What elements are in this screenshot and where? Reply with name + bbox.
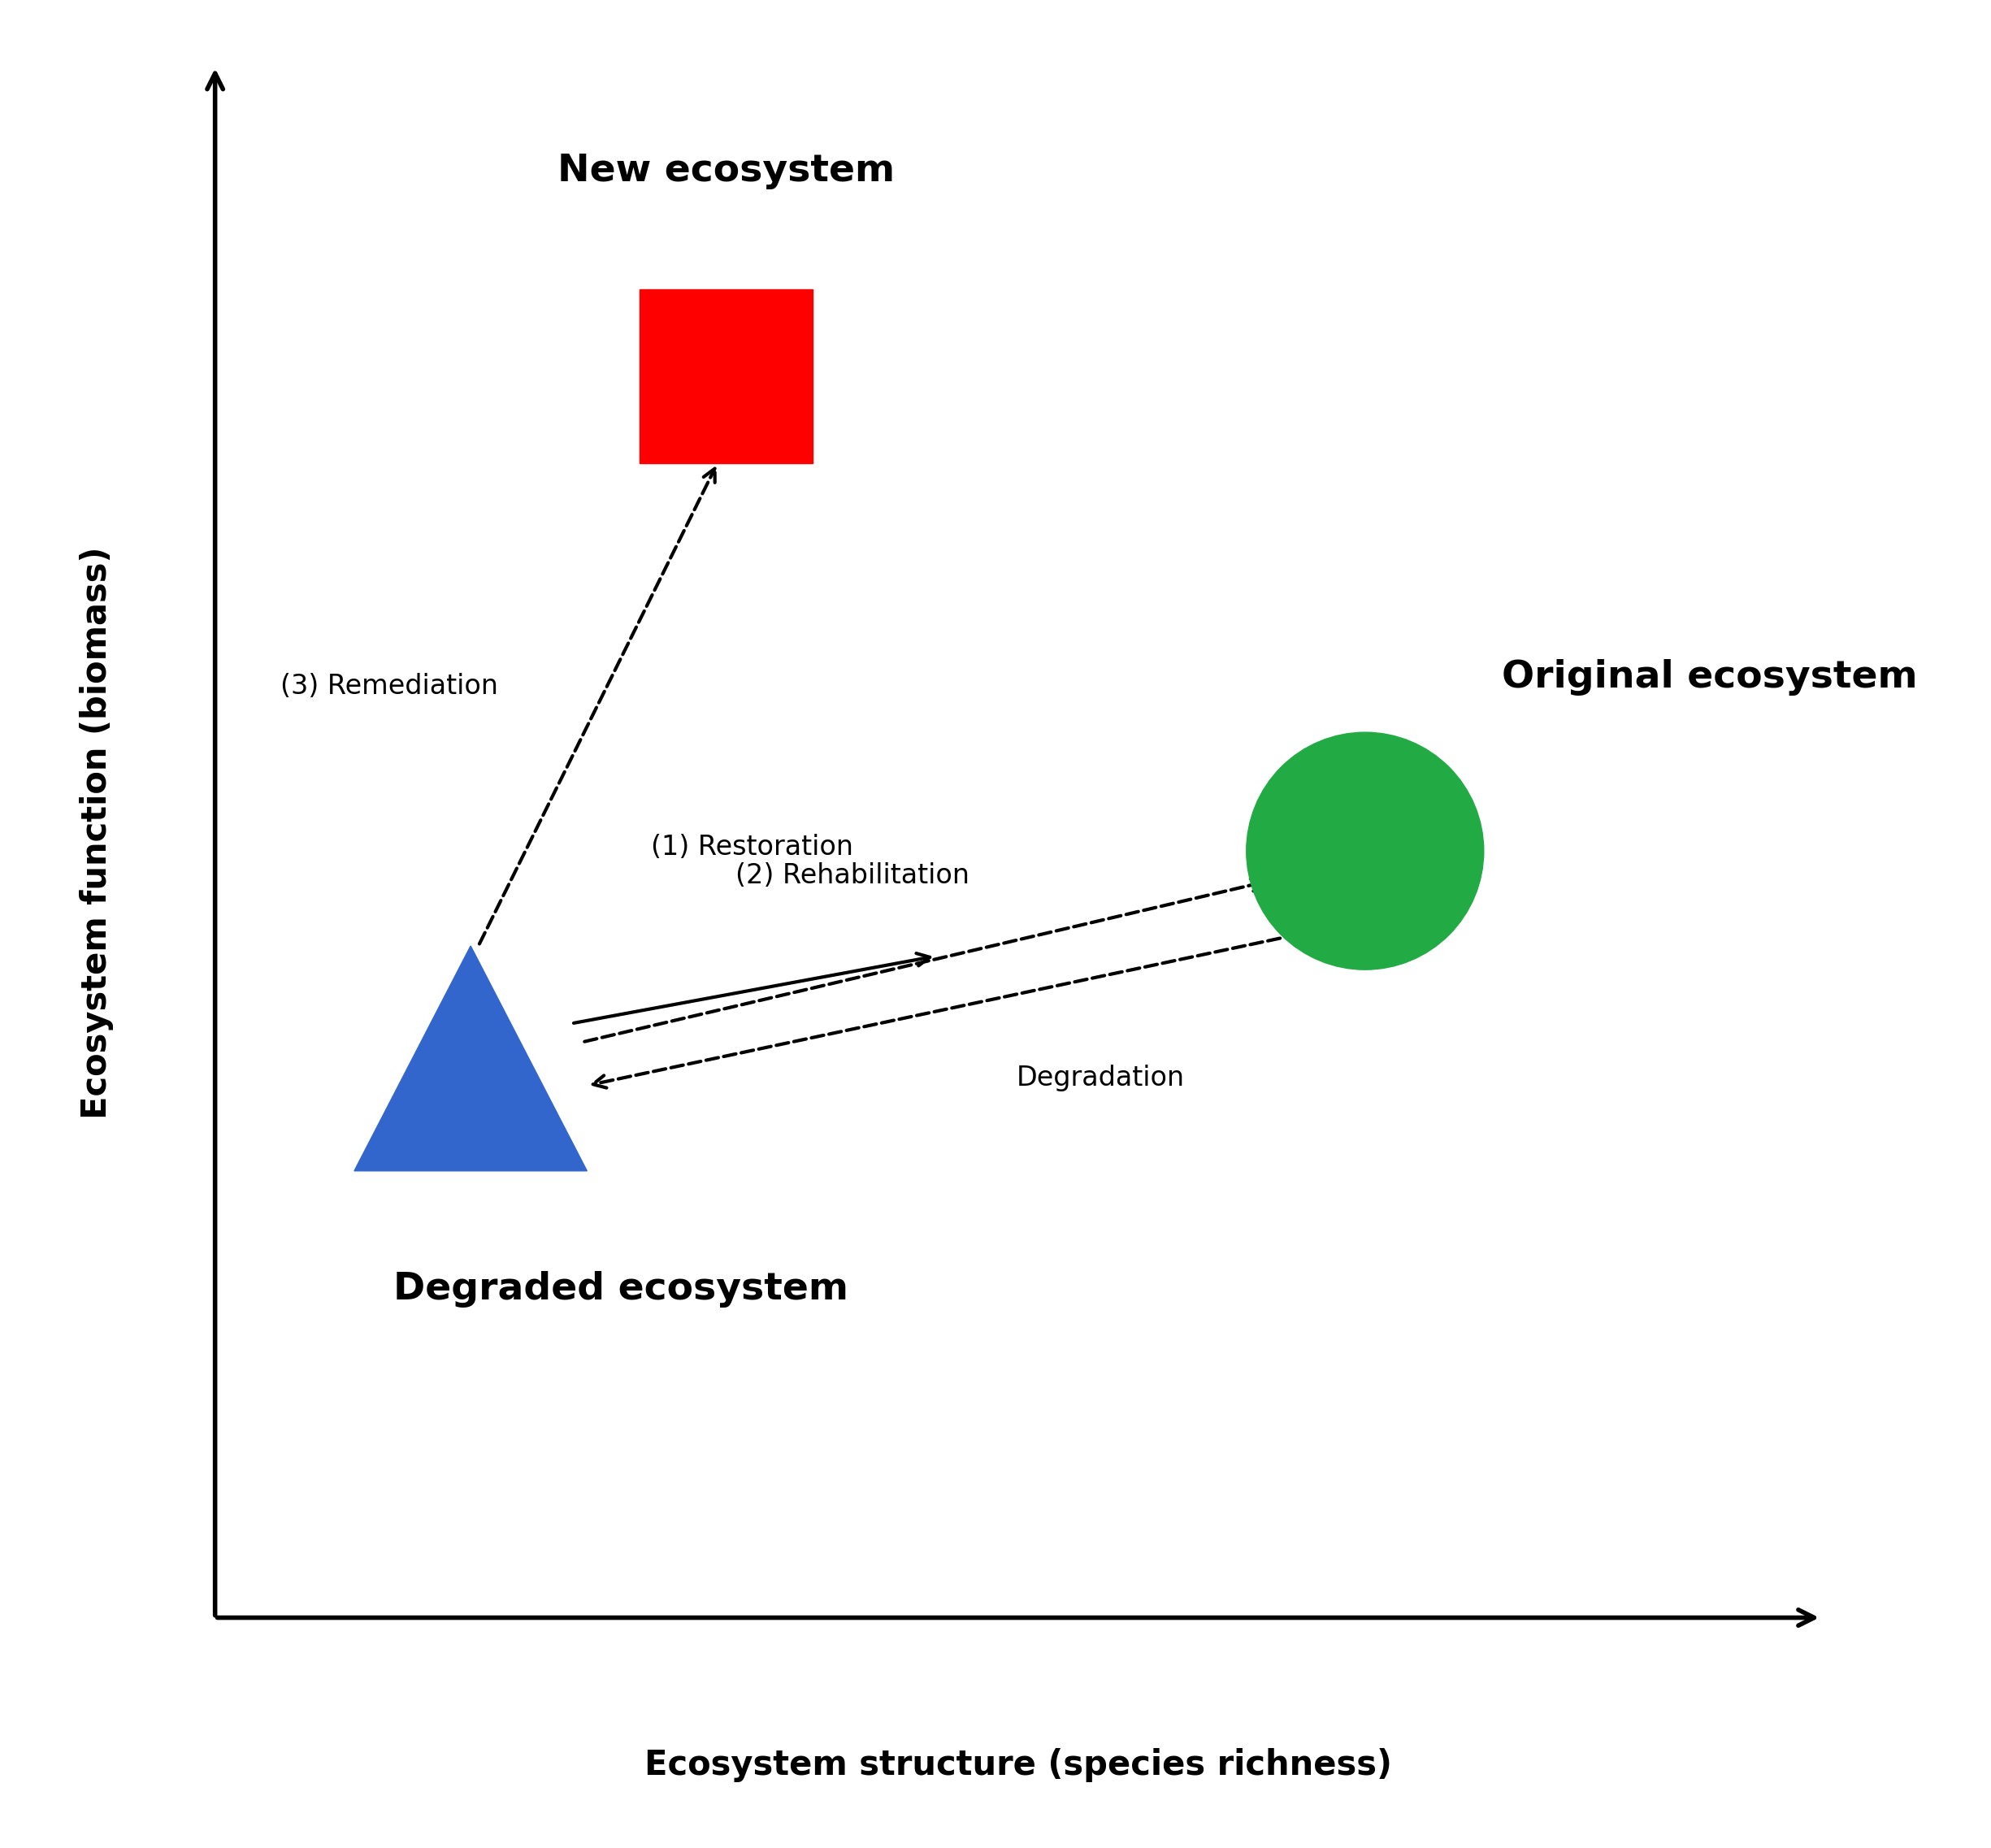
- Text: (3) Remediation: (3) Remediation: [281, 673, 498, 700]
- Polygon shape: [354, 946, 587, 1172]
- Circle shape: [1246, 732, 1483, 970]
- FancyBboxPatch shape: [639, 290, 812, 464]
- Text: (2) Rehabilitation: (2) Rehabilitation: [735, 863, 970, 889]
- Text: Degradation: Degradation: [1017, 1064, 1185, 1092]
- Text: New ecosystem: New ecosystem: [557, 153, 894, 188]
- Text: Degraded ecosystem: Degraded ecosystem: [392, 1271, 848, 1308]
- Text: Ecosystem structure (species richness): Ecosystem structure (species richness): [645, 1748, 1392, 1781]
- Text: Ecosystem function (biomass): Ecosystem function (biomass): [80, 547, 113, 1120]
- Text: (1) Restoration: (1) Restoration: [651, 833, 854, 861]
- Text: Original ecosystem: Original ecosystem: [1501, 660, 1917, 697]
